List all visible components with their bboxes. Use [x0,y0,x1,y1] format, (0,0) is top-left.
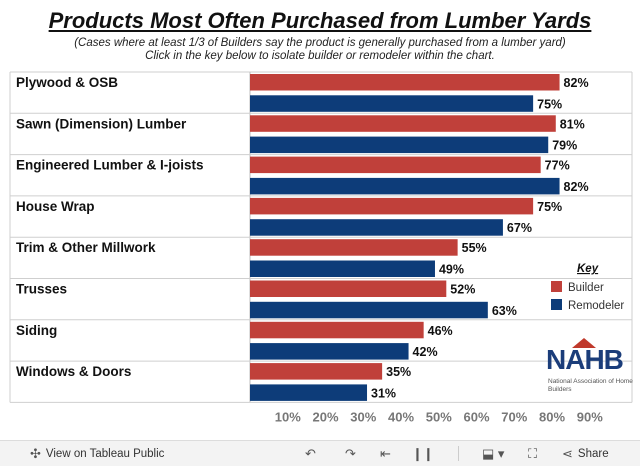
bar-remodeler-3[interactable] [250,177,560,195]
share-button[interactable]: ⋖ Share [562,446,609,462]
bar-builder-2[interactable] [250,115,556,132]
redo-button[interactable]: ↷ [345,446,356,462]
category-label: Windows & Doors [16,364,131,379]
value-label-remodeler-3: 82% [564,180,589,194]
share-label: Share [577,448,609,460]
tableau-icon: ✣ [30,446,41,461]
bar-builder-6[interactable] [250,280,447,298]
legend-swatch [551,299,562,310]
nahb-logo: NAHB National Association of Home Builde… [544,338,634,406]
revert-icon: ⇤ [380,446,391,461]
value-label-remodeler-7: 42% [413,345,438,359]
toolbar-divider [458,446,459,461]
view-on-tableau-label: View on Tableau Public [45,448,165,460]
undo-icon: ↶ [305,446,316,461]
bar-remodeler-5[interactable] [250,260,435,278]
bar-remodeler-6[interactable] [250,301,488,319]
x-tick-label: 70% [501,409,527,424]
value-label-remodeler-4: 67% [507,221,532,235]
legend-title: Key [577,263,599,275]
category-labels: Plywood & OSB Sawn (Dimension) Lumber Engi… [16,75,204,379]
download-icon: ⬓ ▾ [482,446,505,461]
logo-roof-icon [572,338,596,348]
chart-title: Products Most Often Purchased from Lumbe… [48,8,592,33]
bar-chart: Plywood & OSB Sawn (Dimension) Lumber Engi… [9,71,633,424]
x-tick-label: 80% [539,409,565,424]
logo-sub-text: National Association of Home Builders [548,378,633,393]
x-tick-label: 10% [275,409,301,424]
value-label-builder-1: 82% [564,76,589,90]
value-label-builder-5: 55% [462,241,487,255]
revert-button[interactable]: ⇤ [380,446,391,462]
bar-remodeler-1[interactable] [250,95,534,112]
bar-builder-7[interactable] [250,321,424,339]
value-label-remodeler-6: 63% [492,304,517,318]
x-tick-label: 90% [577,409,603,424]
category-label: Trusses [16,282,67,297]
legend-label: Builder [568,282,604,294]
value-label-builder-4: 75% [537,200,562,214]
bar-builder-1[interactable] [250,74,560,91]
legend[interactable]: Key Builder Remodeler [551,263,624,312]
legend-swatch [551,281,562,292]
value-label-builder-3: 77% [545,159,570,173]
bar-remodeler-8[interactable] [250,384,368,401]
value-label-remodeler-5: 49% [439,263,464,277]
legend-item-builder[interactable]: Builder [551,281,604,294]
bar-remodeler-2[interactable] [250,136,549,154]
pause-icon: ❙❙ [412,446,434,461]
bar-builder-8[interactable] [250,363,383,380]
value-label-builder-2: 81% [560,117,585,131]
value-label-remodeler-2: 79% [552,139,577,153]
legend-item-remodeler[interactable]: Remodeler [551,299,624,312]
bar-remodeler-4[interactable] [250,219,503,236]
undo-button[interactable]: ↶ [305,446,316,462]
x-axis-ticks: 10% 20% 30% 40% 50% 60% 70% 80% 90% [275,409,603,424]
category-label: Plywood & OSB [16,75,118,90]
category-label: Siding [16,323,57,338]
value-label-remodeler-1: 75% [537,97,562,111]
value-label-builder-6: 52% [450,283,475,297]
bars [250,74,560,401]
value-label-builder-7: 46% [428,324,453,338]
category-label: House Wrap [16,199,95,214]
legend-label: Remodeler [568,300,624,312]
fullscreen-icon: ⛶ [528,446,538,461]
share-icon: ⋖ [562,446,573,461]
download-button[interactable]: ⬓ ▾ [482,446,504,462]
tableau-toolbar: ✣ View on Tableau Public ↶ ↷ ⇤ ❙❙ ⬓ ▾ ⛶ … [0,440,640,466]
x-tick-label: 40% [388,409,414,424]
redo-icon: ↷ [345,446,356,461]
bar-remodeler-7[interactable] [250,343,409,360]
x-tick-label: 60% [463,409,489,424]
value-label-remodeler-8: 31% [371,386,396,400]
category-label: Engineered Lumber & I-joists [16,158,204,173]
bar-builder-3[interactable] [250,156,541,174]
x-tick-label: 50% [426,409,452,424]
x-tick-label: 20% [312,409,338,424]
bar-builder-5[interactable] [250,239,458,256]
chart-subtitle-line1: (Cases where at least 1/3 of Builders sa… [74,37,566,49]
value-labels: 82%75%81%79%77%82%75%67%55%49%52%63%46%4… [371,76,589,400]
pause-button[interactable]: ❙❙ [412,446,434,462]
view-on-tableau-button[interactable]: ✣ View on Tableau Public [30,446,164,462]
value-label-builder-8: 35% [386,365,411,379]
category-label: Trim & Other Millwork [16,240,156,255]
fullscreen-button[interactable]: ⛶ [528,446,537,462]
logo-main-text: NAHB [546,344,624,375]
category-label: Sawn (Dimension) Lumber [16,116,187,131]
x-tick-label: 30% [350,409,376,424]
chart-subtitle-line2: Click in the key below to isolate builde… [145,50,495,62]
bar-builder-4[interactable] [250,197,534,215]
